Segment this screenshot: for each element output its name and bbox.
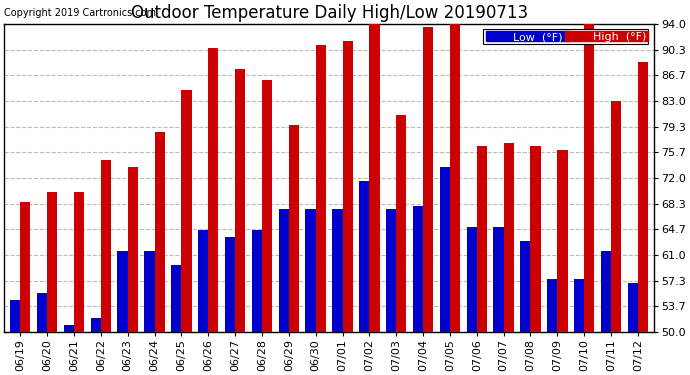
- Bar: [198, 230, 208, 332]
- Bar: [504, 143, 514, 332]
- Bar: [74, 192, 84, 332]
- Bar: [440, 167, 450, 332]
- Bar: [601, 251, 611, 332]
- Bar: [386, 209, 396, 332]
- Bar: [171, 266, 181, 332]
- Legend: Low  (°F), High  (°F): Low (°F), High (°F): [484, 29, 649, 45]
- Bar: [208, 48, 219, 332]
- Bar: [289, 125, 299, 332]
- Bar: [333, 209, 342, 332]
- Bar: [37, 293, 47, 332]
- Bar: [306, 209, 315, 332]
- Bar: [396, 115, 406, 332]
- Bar: [63, 325, 74, 332]
- Bar: [628, 283, 638, 332]
- Bar: [477, 146, 487, 332]
- Bar: [450, 24, 460, 332]
- Bar: [359, 181, 369, 332]
- Bar: [638, 62, 648, 332]
- Bar: [342, 41, 353, 332]
- Bar: [520, 241, 531, 332]
- Title: Outdoor Temperature Daily High/Low 20190713: Outdoor Temperature Daily High/Low 20190…: [130, 4, 528, 22]
- Bar: [225, 237, 235, 332]
- Bar: [235, 69, 246, 332]
- Bar: [155, 132, 165, 332]
- Bar: [117, 251, 128, 332]
- Bar: [584, 24, 594, 332]
- Bar: [20, 202, 30, 332]
- Bar: [466, 227, 477, 332]
- Bar: [144, 251, 155, 332]
- Bar: [101, 160, 111, 332]
- Bar: [574, 279, 584, 332]
- Bar: [558, 150, 568, 332]
- Bar: [90, 318, 101, 332]
- Bar: [262, 80, 272, 332]
- Bar: [252, 230, 262, 332]
- Bar: [493, 227, 504, 332]
- Bar: [369, 20, 380, 332]
- Bar: [611, 101, 621, 332]
- Bar: [47, 192, 57, 332]
- Bar: [128, 167, 138, 332]
- Bar: [279, 209, 289, 332]
- Bar: [315, 45, 326, 332]
- Bar: [531, 146, 541, 332]
- Bar: [10, 300, 20, 332]
- Text: Copyright 2019 Cartronics.com: Copyright 2019 Cartronics.com: [4, 8, 156, 18]
- Bar: [413, 206, 423, 332]
- Bar: [547, 279, 558, 332]
- Bar: [181, 90, 192, 332]
- Bar: [423, 27, 433, 332]
